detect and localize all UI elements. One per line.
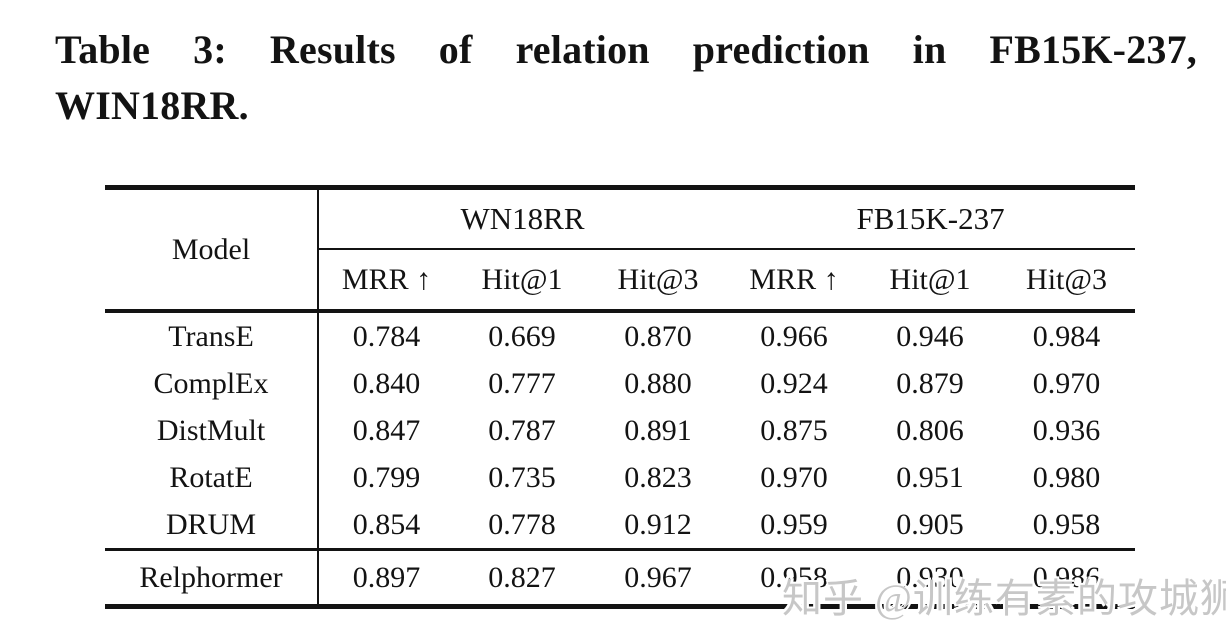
metric-value-cell: 0.966 <box>760 319 828 353</box>
table-row: DistMult 0.847 0.787 0.891 0.875 0.806 0… <box>105 407 1135 454</box>
column-header-hit1-wn: Hit@1 <box>454 249 590 313</box>
caption-line-1: Table 3: Results of relation prediction … <box>55 27 1197 72</box>
zhihu-watermark: 知乎 @训练有素的攻城狮 <box>782 576 1226 621</box>
column-header-mrr-wn: MRR ↑ <box>317 249 454 313</box>
metric-value-cell: 0.967 <box>624 560 692 594</box>
metric-value-cell: 0.970 <box>1032 366 1101 400</box>
model-name-cell: TransE <box>168 319 254 353</box>
model-name-cell: ComplEx <box>153 366 269 400</box>
metric-value-cell: 0.936 <box>1032 413 1101 447</box>
column-header-mrr-fb: MRR ↑ <box>726 249 863 313</box>
metric-value-cell: 0.958 <box>998 501 1136 551</box>
metric-value-cell: 0.823 <box>624 460 692 494</box>
metric-value-cell: 0.905 <box>862 501 999 551</box>
metric-value-cell: 0.912 <box>590 501 727 551</box>
metric-value-cell: 0.879 <box>896 366 964 400</box>
sub-header-row: MRR ↑ Hit@1 Hit@3 MRR ↑ Hit@1 Hit@3 <box>105 249 1136 313</box>
group-header-row: Model WN18RR FB15K-237 <box>105 187 1136 313</box>
model-name-cell: DRUM <box>105 501 318 551</box>
metric-value-cell: 0.891 <box>624 413 692 447</box>
metric-value-cell: 0.777 <box>488 366 556 400</box>
metric-value-cell: 0.799 <box>317 454 454 501</box>
table-row: ComplEx 0.840 0.777 0.880 0.924 0.879 0.… <box>105 360 1135 407</box>
metric-value-cell: 0.854 <box>317 501 454 551</box>
metric-value-cell: 0.951 <box>896 460 964 494</box>
table-row: RotatE 0.799 0.735 0.823 0.970 0.951 0.9… <box>105 454 1135 501</box>
table-caption: Table 3: Results of relation prediction … <box>55 22 1197 134</box>
results-table: Model WN18RR FB15K-237 MRR ↑ Hit@1 Hit@3… <box>105 185 1136 609</box>
metric-value-cell: 0.669 <box>488 319 556 353</box>
model-name-cell: RotatE <box>169 460 253 494</box>
metric-value-cell: 0.875 <box>760 413 828 447</box>
metric-value-cell: 0.930 <box>896 560 964 594</box>
metric-value-cell: 0.946 <box>896 319 964 353</box>
table-row: DRUM 0.854 0.778 0.912 0.959 0.905 0.958 <box>105 501 1136 551</box>
column-header-hit1-fb: Hit@1 <box>862 249 999 313</box>
metric-value-cell: 0.870 <box>624 319 692 353</box>
caption-line-2: WIN18RR. <box>55 83 249 128</box>
column-header-hit3-fb: Hit@3 <box>998 249 1136 313</box>
metric-value-cell: 0.806 <box>896 413 964 447</box>
table-row-relphormer: Relphormer 0.897 0.827 0.967 0.958 0.930… <box>105 549 1135 607</box>
model-name-cell: DistMult <box>156 413 266 447</box>
metric-value-cell: 0.959 <box>726 501 863 551</box>
model-name-cell: Relphormer <box>139 560 283 594</box>
metric-value-cell: 0.735 <box>488 460 556 494</box>
metric-value-cell: 0.827 <box>488 560 556 594</box>
metric-value-cell: 0.840 <box>317 360 454 407</box>
metric-value-cell: 0.778 <box>454 501 590 551</box>
metric-value-cell: 0.958 <box>760 560 828 594</box>
metric-value-cell: 0.986 <box>1032 560 1101 594</box>
metric-value-cell: 0.880 <box>624 366 692 400</box>
metric-value-cell: 0.787 <box>488 413 556 447</box>
metric-value-cell: 0.984 <box>1032 319 1101 353</box>
metric-value-cell: 0.980 <box>1032 460 1101 494</box>
column-header-model: Model <box>105 187 318 313</box>
group-header-fb15k237: FB15K-237 <box>726 187 1136 250</box>
metric-value-cell: 0.897 <box>317 549 454 607</box>
metric-value-cell: 0.924 <box>760 366 828 400</box>
metric-value-cell: 0.784 <box>317 311 454 360</box>
metric-value-cell: 0.847 <box>317 407 454 454</box>
table-row: TransE 0.784 0.669 0.870 0.966 0.946 0.9… <box>105 311 1135 360</box>
group-header-wn18rr: WN18RR <box>316 187 727 250</box>
metric-value-cell: 0.970 <box>760 460 828 494</box>
column-header-hit3-wn: Hit@3 <box>590 249 727 313</box>
